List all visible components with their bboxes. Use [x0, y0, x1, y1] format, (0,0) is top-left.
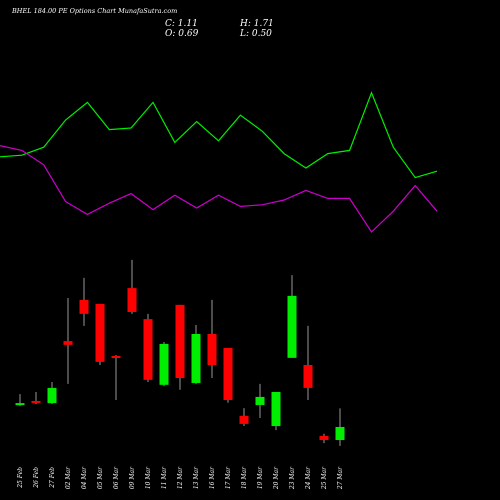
candle-body — [335, 426, 345, 441]
candle-body — [319, 435, 329, 441]
x-tick-label: 02 Mar — [65, 466, 72, 489]
candle-body — [15, 403, 25, 406]
x-tick-label: 04 Mar — [81, 466, 88, 489]
candle-body — [95, 303, 105, 362]
candle-body — [271, 391, 281, 427]
x-tick-label: 23 Mar — [289, 466, 296, 490]
x-tick-label: 06 Mar — [113, 466, 120, 489]
x-tick-label: 13 Mar — [193, 466, 200, 489]
candle-body — [47, 387, 57, 404]
candle-body — [143, 319, 153, 380]
candle-body — [159, 343, 169, 385]
x-tick-label: 17 Mar — [225, 466, 232, 489]
x-tick-label: 25 Mar — [321, 466, 328, 490]
x-tick-label: 26 Feb — [33, 467, 40, 489]
x-tick-label: 12 Mar — [177, 466, 184, 489]
close-label: C: 1.11 — [165, 19, 198, 29]
x-tick-label: 18 Mar — [241, 466, 248, 489]
x-tick-label: 09 Mar — [129, 466, 136, 489]
candle-body — [79, 299, 89, 314]
high-label: H: 1.71 — [239, 19, 274, 29]
candle-body — [207, 333, 217, 365]
x-tick-label: 11 Mar — [161, 466, 168, 489]
low-label: L: 0.50 — [239, 29, 272, 39]
x-tick-label: 16 Mar — [209, 466, 216, 489]
candle-body — [287, 295, 297, 358]
x-tick-label: 25 Feb — [17, 467, 24, 489]
candle-body — [127, 288, 137, 312]
indicator-line — [0, 145, 438, 233]
candle-body — [31, 400, 41, 403]
x-tick-label: 05 Mar — [97, 466, 104, 489]
candle-body — [191, 333, 201, 383]
x-tick-label: 27 Mar — [337, 466, 344, 490]
x-tick-label: 20 Mar — [273, 466, 280, 490]
x-tick-label: 10 Mar — [145, 466, 152, 489]
candle-body — [223, 347, 233, 401]
x-tick-label: 24 Mar — [305, 466, 312, 490]
candle-body — [175, 304, 185, 379]
candle-body — [111, 356, 121, 358]
open-label: O: 0.69 — [165, 29, 199, 39]
x-tick-label: 27 Feb — [49, 467, 56, 489]
candle-body — [63, 341, 73, 345]
candle-body — [255, 396, 265, 405]
candle-body — [303, 364, 313, 388]
x-tick-label: 19 Mar — [257, 466, 264, 489]
candle-body — [239, 415, 249, 424]
indicator-line — [0, 91, 438, 179]
chart-title: BHEL 184.00 PE Options Chart MunafaSutra… — [11, 7, 177, 15]
